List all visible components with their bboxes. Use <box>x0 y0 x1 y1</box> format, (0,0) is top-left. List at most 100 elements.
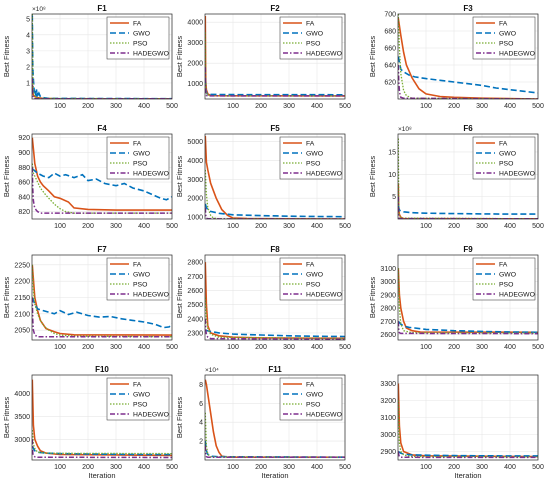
x-tick-label: 200 <box>82 223 94 230</box>
axes-frame <box>397 374 539 461</box>
legend-label-fa: FA <box>306 262 315 269</box>
y-tick-label: 920 <box>18 135 30 142</box>
y-tick-label: 3500 <box>14 414 30 421</box>
y-tick-label: 4000 <box>187 20 203 27</box>
legend: FA GWO PSO HADEGWO <box>472 136 536 180</box>
y-tick-label: 2700 <box>187 274 203 281</box>
x-tick-label: 300 <box>110 223 122 230</box>
x-tick-label: 100 <box>420 223 432 230</box>
x-tick-label: 200 <box>448 344 460 351</box>
y-tick-label: 700 <box>384 12 396 19</box>
y-tick-label: 680 <box>384 29 396 36</box>
legend-label-hadegwo: HADEGWO <box>306 51 342 58</box>
legend-label-pso: PSO <box>499 282 513 289</box>
x-tick-label: 200 <box>448 464 460 471</box>
x-tick-label: 400 <box>138 103 150 110</box>
y-tick-label: 1000 <box>187 81 203 88</box>
series-line-gwo <box>32 297 172 329</box>
x-tick-label: 400 <box>504 223 516 230</box>
legend: FA GWO PSO HADEGWO <box>106 257 170 301</box>
y-tick-label: 660 <box>384 46 396 53</box>
x-tick-label: 300 <box>476 464 488 471</box>
y-tick-label: 3300 <box>380 381 396 388</box>
x-tick-label: 300 <box>283 344 295 351</box>
series-line-pso <box>32 14 172 99</box>
subplot-f9: 100 200 300 400 500 2600 2700 2800 2900 3000 3100 F… <box>368 245 544 351</box>
legend-label-gwo: GWO <box>306 151 323 158</box>
subplot-title: F3 <box>463 4 473 13</box>
axes-frame <box>204 374 346 461</box>
y-tick-label: 2600 <box>187 288 203 295</box>
series-line-pso <box>32 163 172 214</box>
x-tick-label: 400 <box>138 464 150 471</box>
y-tick-label: 880 <box>18 165 30 172</box>
subplot-f5: 100 200 300 400 500 1000 2000 3000 4000 5000 F5 Bes… <box>175 124 351 230</box>
legend-label-gwo: GWO <box>306 392 323 399</box>
legend: FA GWO PSO HADEGWO <box>279 16 343 60</box>
legend-label-fa: FA <box>306 21 315 28</box>
y-tick-label: 2800 <box>187 260 203 267</box>
x-tick-label: 100 <box>420 344 432 351</box>
x-tick-label: 500 <box>166 464 178 471</box>
series-line-hadegwo <box>205 318 345 340</box>
legend-box <box>279 257 343 301</box>
legend-label-pso: PSO <box>499 161 513 168</box>
x-tick-label: 400 <box>504 464 516 471</box>
subplot-f4: 100 200 300 400 500 820 840 860 880 900 920 F4 Best … <box>2 124 178 230</box>
y-tick-label: 900 <box>18 150 30 157</box>
legend-label-fa: FA <box>499 21 508 28</box>
x-tick-label: 200 <box>82 103 94 110</box>
y-axis-label: Best Fitness <box>2 397 11 439</box>
series-line-fa <box>398 18 538 99</box>
legend-box <box>279 16 343 60</box>
series-line-pso <box>32 430 172 455</box>
legend-box <box>472 136 536 180</box>
axes-frame <box>204 13 346 100</box>
x-tick-label: 200 <box>448 103 460 110</box>
legend-label-gwo: GWO <box>499 272 516 279</box>
x-tick-label: 300 <box>283 223 295 230</box>
legend-label-hadegwo: HADEGWO <box>306 292 342 299</box>
legend-label-fa: FA <box>499 141 508 148</box>
x-axis-label: Iteration <box>88 471 115 480</box>
x-axis-label: Iteration <box>261 471 288 480</box>
legend-box <box>106 377 170 421</box>
y-tick-label: 860 <box>18 180 30 187</box>
y-axis-label: Best Fitness <box>368 277 377 319</box>
legend-label-hadegwo: HADEGWO <box>499 171 535 178</box>
legend-label-hadegwo: HADEGWO <box>306 171 342 178</box>
x-tick-label: 100 <box>54 223 66 230</box>
subplot-title: F7 <box>97 245 107 254</box>
axis-multiplier: ×10⁸ <box>32 6 46 13</box>
x-tick-label: 200 <box>255 344 267 351</box>
axes-frame <box>31 254 173 341</box>
y-tick-label: 3200 <box>380 398 396 405</box>
series-line-hadegwo <box>32 297 172 338</box>
subplot-f7: 100 200 300 400 500 2050 2100 2150 2200 2250 F7 Bes… <box>2 245 178 351</box>
legend: FA GWO PSO HADEGWO <box>106 136 170 180</box>
legend-label-fa: FA <box>306 141 315 148</box>
y-tick-label: 10 <box>388 172 396 179</box>
y-tick-label: 620 <box>384 80 396 87</box>
subplot-title: F12 <box>461 365 475 374</box>
subplot-f8: 100 200 300 400 500 2300 2400 2500 2600 2700 2800 F… <box>175 245 351 351</box>
x-tick-label: 200 <box>448 223 460 230</box>
y-tick-label: 4000 <box>187 158 203 165</box>
y-tick-label: 3000 <box>380 279 396 286</box>
series-line-gwo <box>398 450 538 457</box>
series-line-gwo <box>32 168 172 201</box>
y-tick-label: 5 <box>392 194 396 201</box>
y-tick-label: 2300 <box>187 330 203 337</box>
x-tick-label: 100 <box>227 344 239 351</box>
legend-label-fa: FA <box>133 262 142 269</box>
series-line-pso <box>398 14 538 99</box>
y-tick-label: 2250 <box>14 262 30 269</box>
subplot-title: F9 <box>463 245 473 254</box>
series-line-fa <box>398 268 538 334</box>
y-tick-label: 2000 <box>187 196 203 203</box>
series-line-hadegwo <box>32 167 172 214</box>
legend-label-fa: FA <box>133 141 142 148</box>
x-tick-label: 200 <box>255 223 267 230</box>
x-tick-label: 500 <box>532 103 544 110</box>
